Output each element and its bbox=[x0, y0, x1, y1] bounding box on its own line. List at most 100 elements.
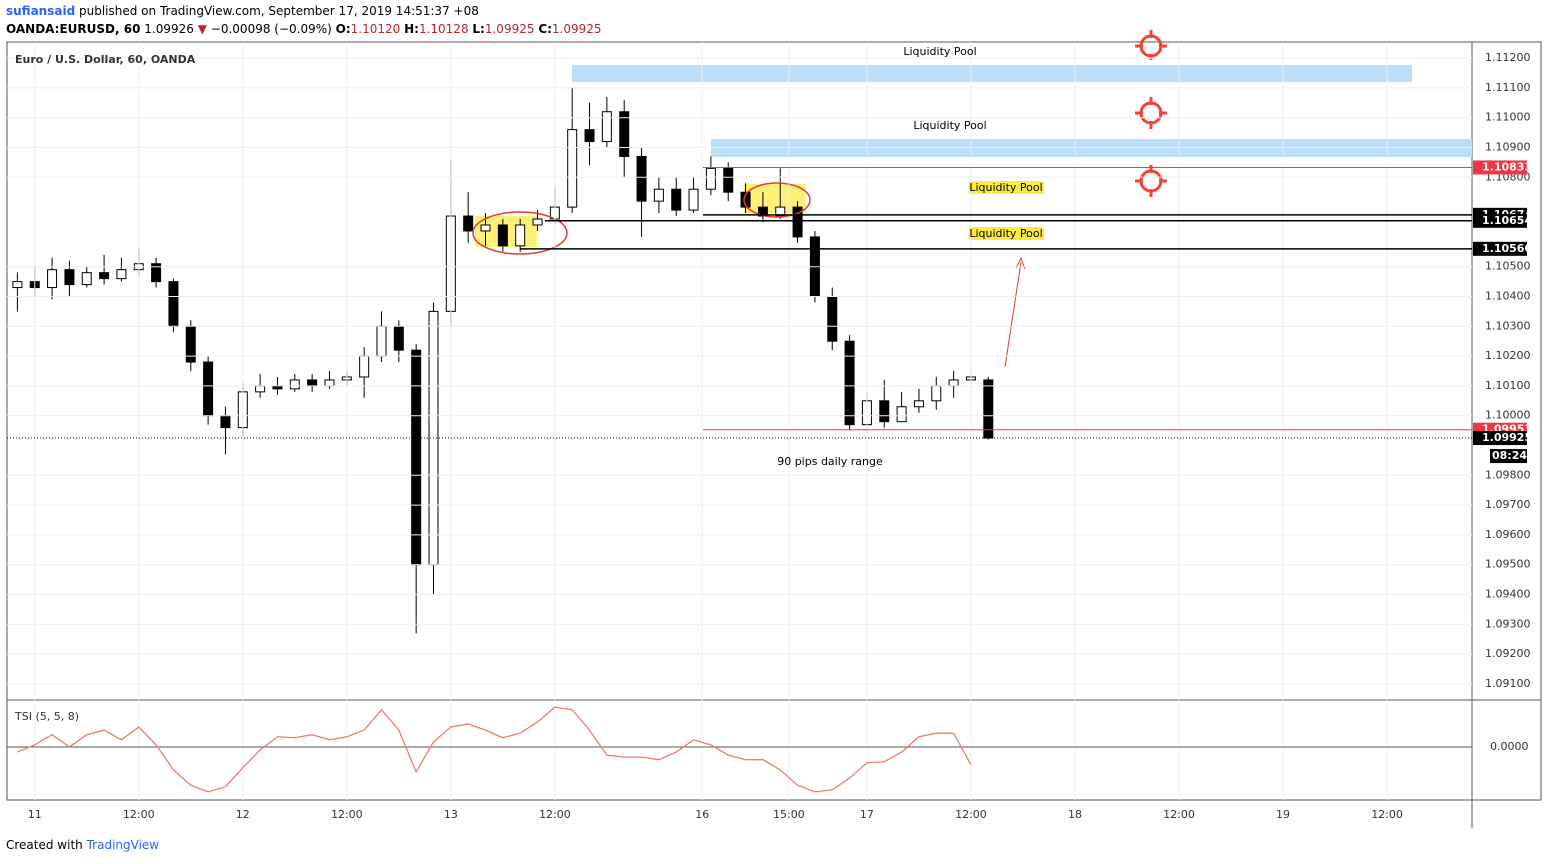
frame bbox=[6, 41, 1542, 801]
candle-body bbox=[619, 111, 630, 157]
candle-body bbox=[827, 295, 838, 342]
published: published on TradingView.com, September … bbox=[79, 4, 479, 18]
candle-body bbox=[515, 224, 526, 247]
x-tick-label: 11 bbox=[28, 808, 42, 821]
x-tick-label: 17 bbox=[860, 808, 874, 821]
x-tick-label: 12 bbox=[236, 808, 250, 821]
o-label: O: bbox=[335, 22, 351, 36]
candle-body bbox=[844, 340, 855, 426]
y-tick-label: 1.11100 bbox=[1485, 81, 1531, 94]
price-label: 1.10560 bbox=[1482, 242, 1532, 255]
label-box bbox=[969, 181, 1044, 194]
y-tick-label: 1.10400 bbox=[1485, 289, 1531, 302]
x-tick-label: 12:00 bbox=[331, 808, 363, 821]
o: 1.10120 bbox=[350, 22, 401, 36]
y-tick-label: 1.09500 bbox=[1485, 558, 1531, 571]
tsi-line bbox=[17, 706, 972, 793]
candle-body bbox=[948, 379, 959, 387]
candle-body bbox=[411, 349, 422, 566]
last: 1.09926 bbox=[144, 22, 194, 36]
y-tick-label: 1.10100 bbox=[1485, 379, 1531, 392]
annotation: Liquidity Pool bbox=[969, 181, 1042, 194]
candle-body bbox=[705, 167, 716, 190]
annotation: 90 pips daily range bbox=[777, 455, 883, 468]
candle-body bbox=[307, 379, 318, 387]
price-label: 1.10833 bbox=[1482, 160, 1532, 173]
candle-body bbox=[393, 325, 404, 351]
change-text: −0.00098 (−0.09%) bbox=[210, 22, 332, 36]
y-tick-label: 1.09100 bbox=[1485, 677, 1531, 690]
footer: Created with TradingView bbox=[6, 838, 159, 852]
candle-body bbox=[168, 281, 179, 327]
y-tick-label: 1.09400 bbox=[1485, 588, 1531, 601]
arrow bbox=[1004, 261, 1022, 368]
y-tick-label: 1.09700 bbox=[1485, 498, 1531, 511]
c: 1.09925 bbox=[551, 22, 602, 36]
price-label-box bbox=[1473, 160, 1527, 175]
candle-body bbox=[185, 325, 196, 363]
candle-body bbox=[220, 415, 231, 429]
ohlc-line: OANDA:EURUSD, 60 1.09926 ▼ −0.00098 (−0.… bbox=[6, 22, 602, 36]
liquidity-zone bbox=[572, 65, 1412, 82]
candle-body bbox=[64, 269, 75, 286]
y-tick-label: 1.10900 bbox=[1485, 140, 1531, 153]
x-tick-label: 16 bbox=[695, 808, 709, 821]
candle-body bbox=[47, 269, 58, 289]
candle-body bbox=[255, 385, 266, 393]
candle-body bbox=[151, 263, 162, 283]
y-tick-label: 1.09800 bbox=[1485, 468, 1531, 481]
candle-body bbox=[740, 191, 751, 208]
candle-body bbox=[931, 385, 942, 402]
price-label: 1.10654 bbox=[1482, 214, 1532, 227]
candle-body bbox=[203, 361, 214, 417]
candle-body bbox=[636, 155, 647, 202]
publish-line: sufiansaid published on TradingView.com,… bbox=[6, 4, 479, 18]
pane-title: TSI (5, 5, 8) bbox=[14, 710, 79, 723]
candle-body bbox=[376, 325, 387, 357]
publisher[interactable]: sufiansaid bbox=[6, 4, 76, 18]
x-tick-label: 12:00 bbox=[123, 808, 155, 821]
created: Created with bbox=[6, 838, 83, 852]
candle-body bbox=[289, 379, 300, 390]
candle-body bbox=[324, 379, 335, 387]
symbol: OANDA:EURUSD, 60 bbox=[6, 22, 141, 36]
c-label: C: bbox=[538, 22, 552, 36]
price-label-box bbox=[1473, 213, 1527, 228]
x-tick-label: 12:00 bbox=[1163, 808, 1195, 821]
y-tick-label: 1.10300 bbox=[1485, 319, 1531, 332]
candles bbox=[12, 87, 994, 634]
candle-body bbox=[81, 272, 92, 286]
y-tick-label: 0.0000 bbox=[1490, 740, 1529, 753]
candle-body bbox=[497, 224, 508, 247]
candle-body bbox=[480, 224, 491, 232]
x-tick-label: 13 bbox=[444, 808, 458, 821]
x-tick-label: 12:00 bbox=[539, 808, 571, 821]
h-label: H: bbox=[404, 22, 419, 36]
circle bbox=[743, 182, 811, 218]
candle-body bbox=[653, 188, 664, 202]
y-tick-label: 1.11200 bbox=[1485, 51, 1531, 64]
annotation: Liquidity Pool bbox=[913, 119, 986, 132]
candle-body bbox=[116, 269, 127, 280]
price-label-box bbox=[1473, 431, 1527, 446]
candle-body bbox=[775, 206, 786, 217]
candle-body bbox=[359, 355, 370, 378]
price-label: 1.09925 bbox=[1482, 431, 1532, 444]
x-tick-label: 15:00 bbox=[773, 808, 805, 821]
brand[interactable]: TradingView bbox=[86, 838, 160, 852]
candle-body bbox=[463, 215, 474, 232]
candle-body bbox=[896, 406, 907, 423]
pane-title: Euro / U.S. Dollar, 60, OANDA bbox=[15, 53, 196, 66]
l-label: L: bbox=[472, 22, 485, 36]
candle-body bbox=[913, 400, 924, 408]
x-tick-label: 18 bbox=[1068, 808, 1082, 821]
y-tick-label: 1.09300 bbox=[1485, 617, 1531, 630]
price-label-box bbox=[1473, 241, 1527, 256]
x-tick-label: 19 bbox=[1276, 808, 1290, 821]
x-tick-label: 12:00 bbox=[1371, 808, 1403, 821]
liquidity-zone bbox=[711, 139, 1472, 157]
countdown: 08:24 bbox=[1492, 449, 1527, 462]
candle-body bbox=[567, 129, 578, 208]
candle-body bbox=[99, 272, 110, 280]
